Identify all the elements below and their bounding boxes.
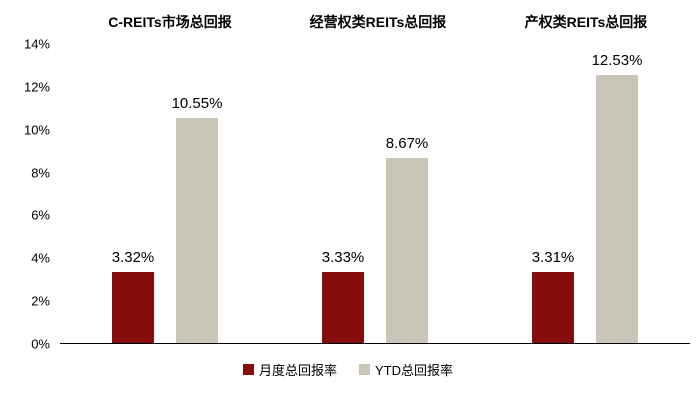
bar-wrap: 12.53%	[592, 44, 642, 343]
bar	[112, 272, 154, 343]
legend-label: 月度总回报率	[258, 363, 337, 378]
y-axis-tick-label: 2%	[31, 293, 50, 309]
bar-group: 3.33% 8.67%	[270, 44, 480, 343]
bar	[322, 271, 364, 343]
legend-item: 月度总回报率	[242, 360, 337, 379]
y-axis-tick-label: 4%	[31, 250, 50, 266]
bar-wrap: 3.31%	[532, 44, 574, 343]
bar-value-label: 3.31%	[531, 249, 575, 267]
bar-value-label: 3.32%	[111, 249, 155, 267]
y-axis: 0% 2% 4% 6% 8% 10% 12% 14%	[6, 38, 60, 351]
legend-label: YTD总回报率	[375, 363, 454, 378]
y-axis-tick-label: 6%	[31, 207, 50, 223]
chart-legend: 月度总回报率 YTD总回报率	[6, 360, 690, 379]
bar	[176, 117, 218, 343]
bar-wrap: 3.33%	[322, 44, 364, 343]
chart-body: 0% 2% 4% 6% 8% 10% 12% 14% 3.32% 10.55% 3.33% 8.67…	[6, 38, 690, 351]
y-axis-tick-label: 10%	[23, 122, 50, 138]
bar-group: 3.31% 12.53%	[480, 44, 690, 343]
y-axis-tick-label: 14%	[23, 36, 50, 52]
chart-titles: C-REITs市场总回报 经营权类REITs总回报 产权类REITs总回报	[66, 12, 690, 32]
plot-area: 3.32% 10.55% 3.33% 8.67% 3.31% 12.53%	[60, 44, 690, 344]
bar-value-label: 12.53%	[591, 52, 643, 70]
legend-swatch-icon	[359, 364, 370, 375]
bar-wrap: 10.55%	[172, 44, 222, 343]
bar-value-label: 8.67%	[385, 134, 429, 152]
y-axis-tick-label: 0%	[31, 336, 50, 352]
group-title-operating-rights: 经营权类REITs总回报	[309, 14, 447, 30]
bar	[386, 157, 428, 343]
bar-value-label: 10.55%	[171, 94, 223, 112]
legend-swatch-icon	[242, 364, 254, 375]
bar	[596, 75, 638, 343]
bar-group: 3.32% 10.55%	[60, 44, 270, 343]
y-axis-tick-label: 8%	[31, 165, 50, 181]
bar-wrap: 3.32%	[112, 44, 154, 343]
group-title-property-rights: 产权类REITs总回报	[524, 14, 648, 30]
group-title-creits-market: C-REITs市场总回报	[108, 14, 232, 30]
y-axis-tick-label: 12%	[23, 79, 50, 95]
bar-wrap: 8.67%	[386, 44, 428, 343]
legend-item: YTD总回报率	[359, 360, 453, 379]
bar	[532, 272, 574, 343]
bar-value-label: 3.33%	[321, 248, 365, 266]
